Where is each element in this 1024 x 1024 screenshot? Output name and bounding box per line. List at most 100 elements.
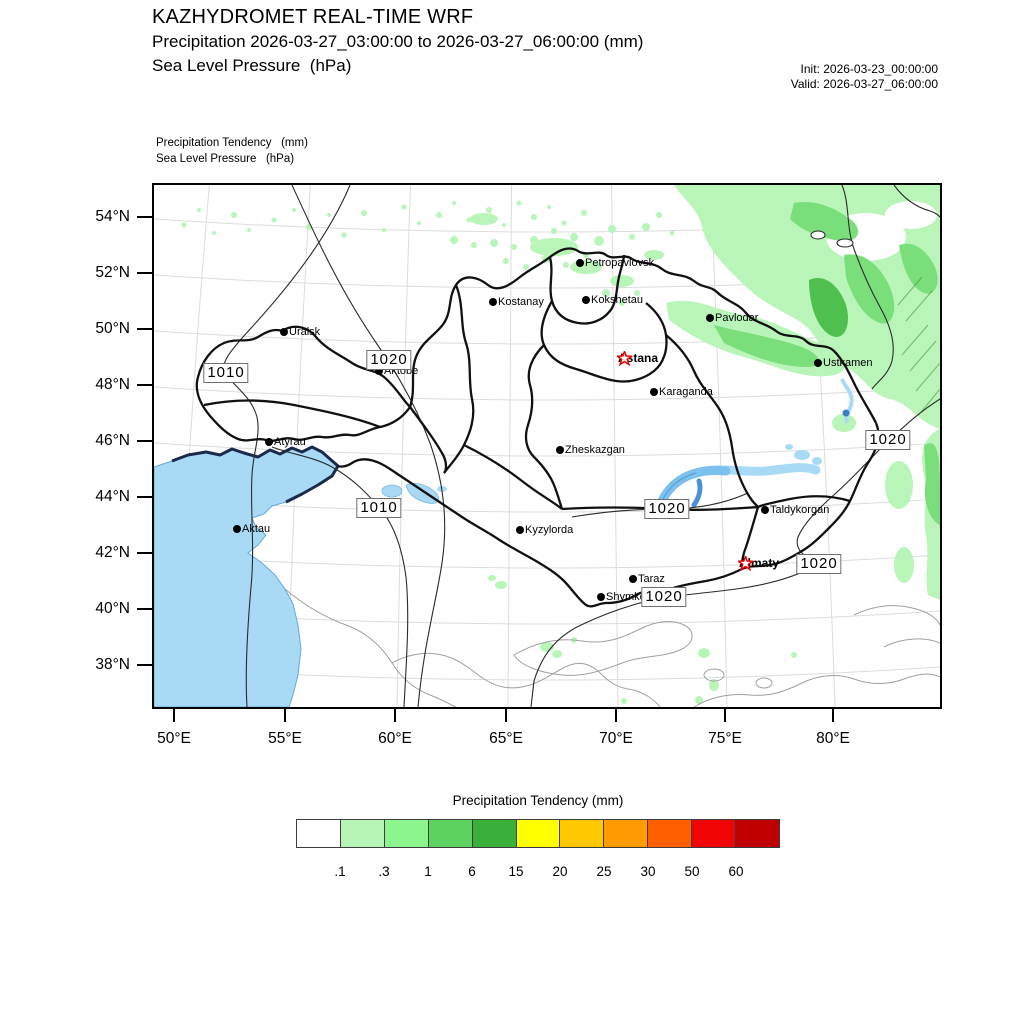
small-lake: [785, 444, 793, 450]
pressure-label-1010: 1010: [356, 498, 402, 518]
city-dot-icon: [706, 314, 714, 322]
pressure-label-1010: 1010: [203, 363, 249, 383]
city-label: Zheskazgan: [565, 444, 625, 456]
lat-tick: [137, 552, 152, 554]
colorbar-cell: [560, 820, 605, 847]
lon-tick: [173, 707, 175, 722]
pressure-label-1020: 1020: [366, 350, 412, 370]
city-label: Kokshetau: [591, 294, 643, 306]
city-marker-zheskazgan: Zheskazgan: [556, 444, 625, 456]
lat-tick: [137, 328, 152, 330]
city-dot-icon: [375, 367, 383, 375]
lon-tick: [394, 707, 396, 722]
pressure-label-1020: 1020: [796, 554, 842, 574]
city-label: Taraz: [638, 573, 665, 585]
colorbar: [296, 819, 780, 848]
city-dot-icon: [265, 438, 273, 446]
lon-tick: [284, 707, 286, 722]
lon-tick-label: 55°E: [268, 730, 302, 747]
colorbar-tick-label: 30: [640, 864, 656, 879]
city-marker-aktau: Aktau: [233, 523, 270, 535]
reservoir: [842, 409, 850, 417]
city-dot-icon: [233, 525, 241, 533]
pressure-label-1020: 1020: [641, 587, 687, 607]
city-label: Ustkamen: [823, 357, 873, 369]
lat-tick: [137, 384, 152, 386]
lat-tick-label: 40°N: [95, 600, 130, 617]
colorbar-cell: [604, 820, 649, 847]
caspian-north-coast-border: [171, 445, 340, 504]
colorbar-cell: [472, 820, 517, 847]
map-frame: Petropavlovsk Kostanay Kokshetau Pavlodar Ur…: [152, 183, 942, 709]
city-marker-taraz: Taraz: [629, 573, 665, 585]
lat-tick-label: 50°N: [95, 320, 130, 337]
lake-sasykkol: [812, 457, 822, 465]
lat-tick: [137, 440, 152, 442]
neighbor-borders: [284, 588, 940, 707]
legend-pressure-line: Sea Level Pressure (hPa): [156, 153, 295, 165]
pressure-label-1020: 1020: [865, 430, 911, 450]
region-borders: [195, 247, 880, 608]
lat-tick: [137, 496, 152, 498]
lon-tick-label: 70°E: [599, 730, 633, 747]
colorbar-tick-label: 6: [468, 864, 476, 879]
city-label: Kostanay: [498, 296, 544, 308]
balkhash-south-spur: [691, 478, 703, 508]
colorbar-cell: [516, 820, 561, 847]
colorbar-tick-label: 50: [684, 864, 700, 879]
lat-tick: [137, 272, 152, 274]
lat-tick-label: 48°N: [95, 376, 130, 393]
colorbar-tick-label: 15: [508, 864, 524, 879]
lat-tick: [137, 216, 152, 218]
colorbar-cell: [692, 820, 737, 847]
city-marker-uralsk: Uralsk: [280, 326, 320, 338]
city-dot-icon: [582, 296, 590, 304]
capital-star-icon: [738, 556, 753, 571]
city-marker-almaty: Almaty: [738, 556, 779, 571]
city-marker-kokshetau: Kokshetau: [582, 294, 643, 306]
city-dot-icon: [814, 359, 822, 367]
map-annotations: Petropavlovsk Kostanay Kokshetau Pavlodar Ur…: [154, 185, 940, 707]
colorbar-cell: [340, 820, 385, 847]
lon-tick: [615, 707, 617, 722]
city-label: Uralsk: [289, 326, 321, 338]
colorbar-cell: [736, 820, 779, 847]
pressure-subtitle: Sea Level Pressure (hPa): [152, 56, 352, 75]
lat-tick-label: 38°N: [95, 656, 130, 673]
valid-time: Valid: 2026-03-27_06:00:00: [790, 77, 938, 91]
lat-tick: [137, 664, 152, 666]
city-marker-kostanay: Kostanay: [489, 296, 544, 308]
city-label: Kyzylorda: [525, 524, 574, 536]
colorbar-cell: [384, 820, 429, 847]
city-marker-atyrau: Atyrau: [265, 436, 306, 448]
lat-tick-label: 44°N: [95, 488, 130, 505]
city-dot-icon: [650, 388, 658, 396]
city-marker-karaganda: Karaganda: [650, 386, 713, 398]
lake-zaysan: [840, 378, 854, 424]
city-dot-icon: [576, 259, 584, 267]
run-times: Init: 2026-03-23_00:00:00 Valid: 2026-03…: [791, 62, 938, 92]
city-label: Petropavlovsk: [585, 257, 655, 269]
city-label: Atyrau: [274, 436, 306, 448]
colorbar-tick-label: 25: [596, 864, 612, 879]
colorbar-tick-label: .3: [378, 864, 390, 879]
colorbar-cell: [428, 820, 473, 847]
city-dot-icon: [516, 526, 524, 534]
city-dot-icon: [597, 593, 605, 601]
capital-star-icon: [617, 351, 632, 366]
water-bodies: [154, 378, 854, 707]
precipitation-period-subtitle: Precipitation 2026-03-27_03:00:00 to 202…: [152, 32, 644, 51]
lon-tick-label: 75°E: [708, 730, 742, 747]
lon-tick-label: 60°E: [378, 730, 412, 747]
city-dot-icon: [629, 575, 637, 583]
lon-tick: [832, 707, 834, 722]
lon-tick-label: 80°E: [816, 730, 850, 747]
page-title: KAZHYDROMET REAL-TIME WRF: [152, 6, 474, 28]
city-dot-icon: [280, 328, 288, 336]
init-time: Init: 2026-03-23_00:00:00: [800, 62, 938, 76]
lat-tick-label: 52°N: [95, 264, 130, 281]
lat-tick-label: 46°N: [95, 432, 130, 449]
city-dot-icon: [556, 446, 564, 454]
colorbar-cell: [648, 820, 693, 847]
